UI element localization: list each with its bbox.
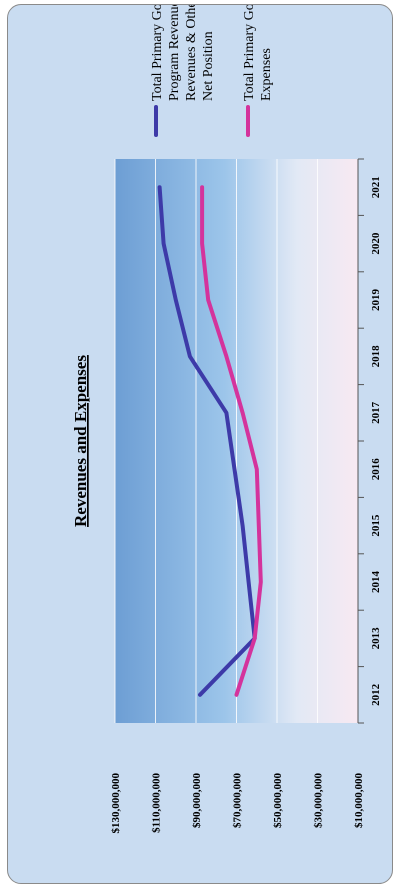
legend-label-2: Total Primary Government Expenses bbox=[242, 5, 274, 101]
y-tick-label: $130,000,000 bbox=[110, 773, 122, 834]
y-tick-label: $90,000,000 bbox=[191, 773, 203, 829]
chart-title: Revenues and Expenses bbox=[71, 355, 90, 527]
x-tick-label: 2017 bbox=[370, 401, 382, 424]
x-tick-label: 2021 bbox=[370, 176, 382, 198]
x-tick-label: 2013 bbox=[370, 627, 382, 650]
x-tick-label: 2015 bbox=[370, 514, 382, 537]
x-tick-label: 2014 bbox=[370, 571, 382, 594]
x-tick-label: 2012 bbox=[370, 683, 382, 706]
chart-panel: $10,000,000 $30,000,000 $50,000,000 $70,000… bbox=[7, 4, 393, 884]
y-tick-label: $10,000,000 bbox=[353, 773, 365, 829]
y-tick-label: $110,000,000 bbox=[151, 773, 163, 833]
x-tick-label: 2019 bbox=[370, 289, 382, 312]
y-axis-tick-labels: $10,000,000 $30,000,000 $50,000,000 $70,000… bbox=[110, 773, 365, 834]
series-line-1 bbox=[157, 185, 257, 697]
legend: Total Primary Government- Program Revenue… bbox=[150, 5, 274, 137]
x-axis-ticks bbox=[357, 158, 364, 724]
y-tick-label: $30,000,000 bbox=[313, 773, 325, 829]
x-tick-label: 2018 bbox=[370, 345, 382, 368]
y-tick-label: $50,000,000 bbox=[272, 773, 284, 829]
x-tick-label: 2016 bbox=[370, 458, 382, 481]
series-lines bbox=[157, 185, 263, 697]
series-line-2 bbox=[200, 185, 263, 697]
x-tick-label: 2020 bbox=[370, 232, 382, 255]
x-axis-tick-labels: 2012 2013 2014 2015 2016 2017 2018 2019 2020 2021 bbox=[370, 176, 382, 706]
revenues-expenses-chart: $10,000,000 $30,000,000 $50,000,000 $70,000… bbox=[71, 5, 382, 834]
legend-label-1: Total Primary Government- Program Revenue… bbox=[150, 5, 216, 101]
y-tick-label: $70,000,000 bbox=[232, 773, 244, 829]
gridlines bbox=[114, 159, 318, 723]
